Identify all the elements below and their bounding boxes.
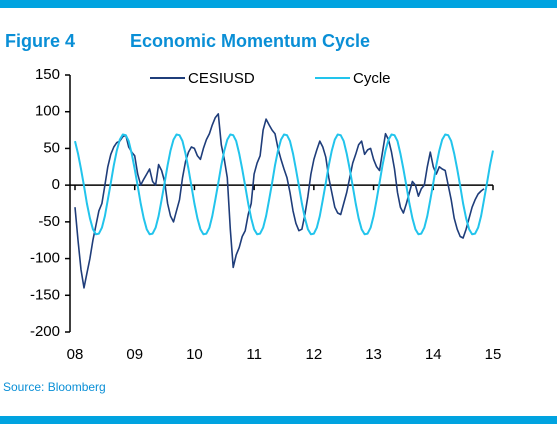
top-band: [0, 0, 557, 8]
x-tick-label: 15: [485, 346, 502, 363]
y-tick-label: -200: [30, 323, 60, 340]
series-line: [74, 133, 494, 236]
x-tick-label: 13: [365, 346, 382, 363]
y-tick-label: -50: [38, 213, 60, 230]
x-tick-label: 12: [306, 346, 323, 363]
y-tick-label: 0: [52, 176, 60, 193]
y-tick-label: -100: [30, 250, 60, 267]
x-tick-label: 10: [186, 346, 203, 363]
x-tick-label: 14: [425, 346, 442, 363]
legend-label: Cycle: [353, 70, 391, 87]
y-tick-label: 50: [43, 139, 60, 156]
y-tick-label: -150: [30, 286, 60, 303]
x-tick-label: 11: [246, 346, 262, 363]
legend-label: CESIUSD: [188, 70, 255, 87]
y-tick-label: 100: [35, 103, 60, 120]
chart-title: Economic Momentum Cycle: [130, 31, 370, 51]
x-tick-label: 09: [126, 346, 143, 363]
source: Source: Bloomberg: [3, 380, 106, 394]
y-tick-label: 150: [35, 66, 60, 83]
x-tick-label: 08: [67, 346, 84, 363]
bottom-band: [0, 416, 557, 424]
series-line: [74, 113, 485, 289]
figure-label: Figure 4: [5, 31, 75, 51]
